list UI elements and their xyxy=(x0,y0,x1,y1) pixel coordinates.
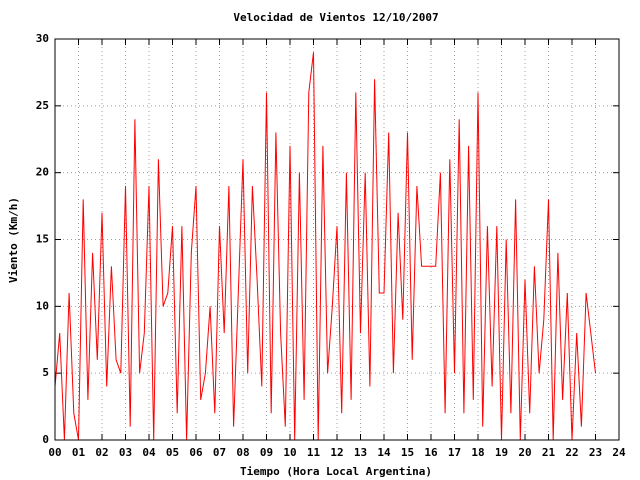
y-tick-label: 0 xyxy=(42,433,49,446)
y-tick-label: 25 xyxy=(36,99,49,112)
y-tick-label: 5 xyxy=(42,366,49,379)
x-tick-label: 07 xyxy=(213,446,226,459)
y-tick-label: 20 xyxy=(36,166,49,179)
x-tick-label: 17 xyxy=(448,446,461,459)
x-tick-label: 03 xyxy=(119,446,132,459)
x-tick-label: 21 xyxy=(542,446,556,459)
x-tick-label: 19 xyxy=(495,446,508,459)
x-tick-label: 11 xyxy=(307,446,321,459)
line-series xyxy=(54,52,596,441)
plot-border xyxy=(54,38,620,441)
x-tick-label: 10 xyxy=(283,446,296,459)
y-tick-label: 10 xyxy=(36,299,49,312)
y-tick-label: 30 xyxy=(36,32,49,45)
chart-title: Velocidad de Vientos 12/10/2007 xyxy=(233,11,438,24)
x-tick-label: 22 xyxy=(565,446,578,459)
x-tick-label: 04 xyxy=(142,446,156,459)
x-tick-label: 12 xyxy=(330,446,343,459)
x-tick-label: 23 xyxy=(589,446,602,459)
x-tick-label: 02 xyxy=(95,446,108,459)
y-axis-label: Viento (Km/h) xyxy=(7,197,20,283)
x-tick-label: 06 xyxy=(189,446,203,459)
x-tick-label: 16 xyxy=(424,446,438,459)
x-tick-label: 09 xyxy=(260,446,273,459)
x-tick-label: 24 xyxy=(612,446,626,459)
y-tick-label: 15 xyxy=(36,233,49,246)
x-tick-label: 05 xyxy=(166,446,179,459)
x-tick-label: 15 xyxy=(401,446,414,459)
x-tick-label: 18 xyxy=(471,446,484,459)
x-tick-label: 00 xyxy=(48,446,61,459)
x-tick-label: 01 xyxy=(72,446,86,459)
x-tick-label: 08 xyxy=(236,446,249,459)
x-tick-label: 14 xyxy=(377,446,391,459)
x-tick-label: 20 xyxy=(518,446,531,459)
x-axis-label: Tiempo (Hora Local Argentina) xyxy=(240,465,432,478)
x-tick-label: 13 xyxy=(354,446,367,459)
